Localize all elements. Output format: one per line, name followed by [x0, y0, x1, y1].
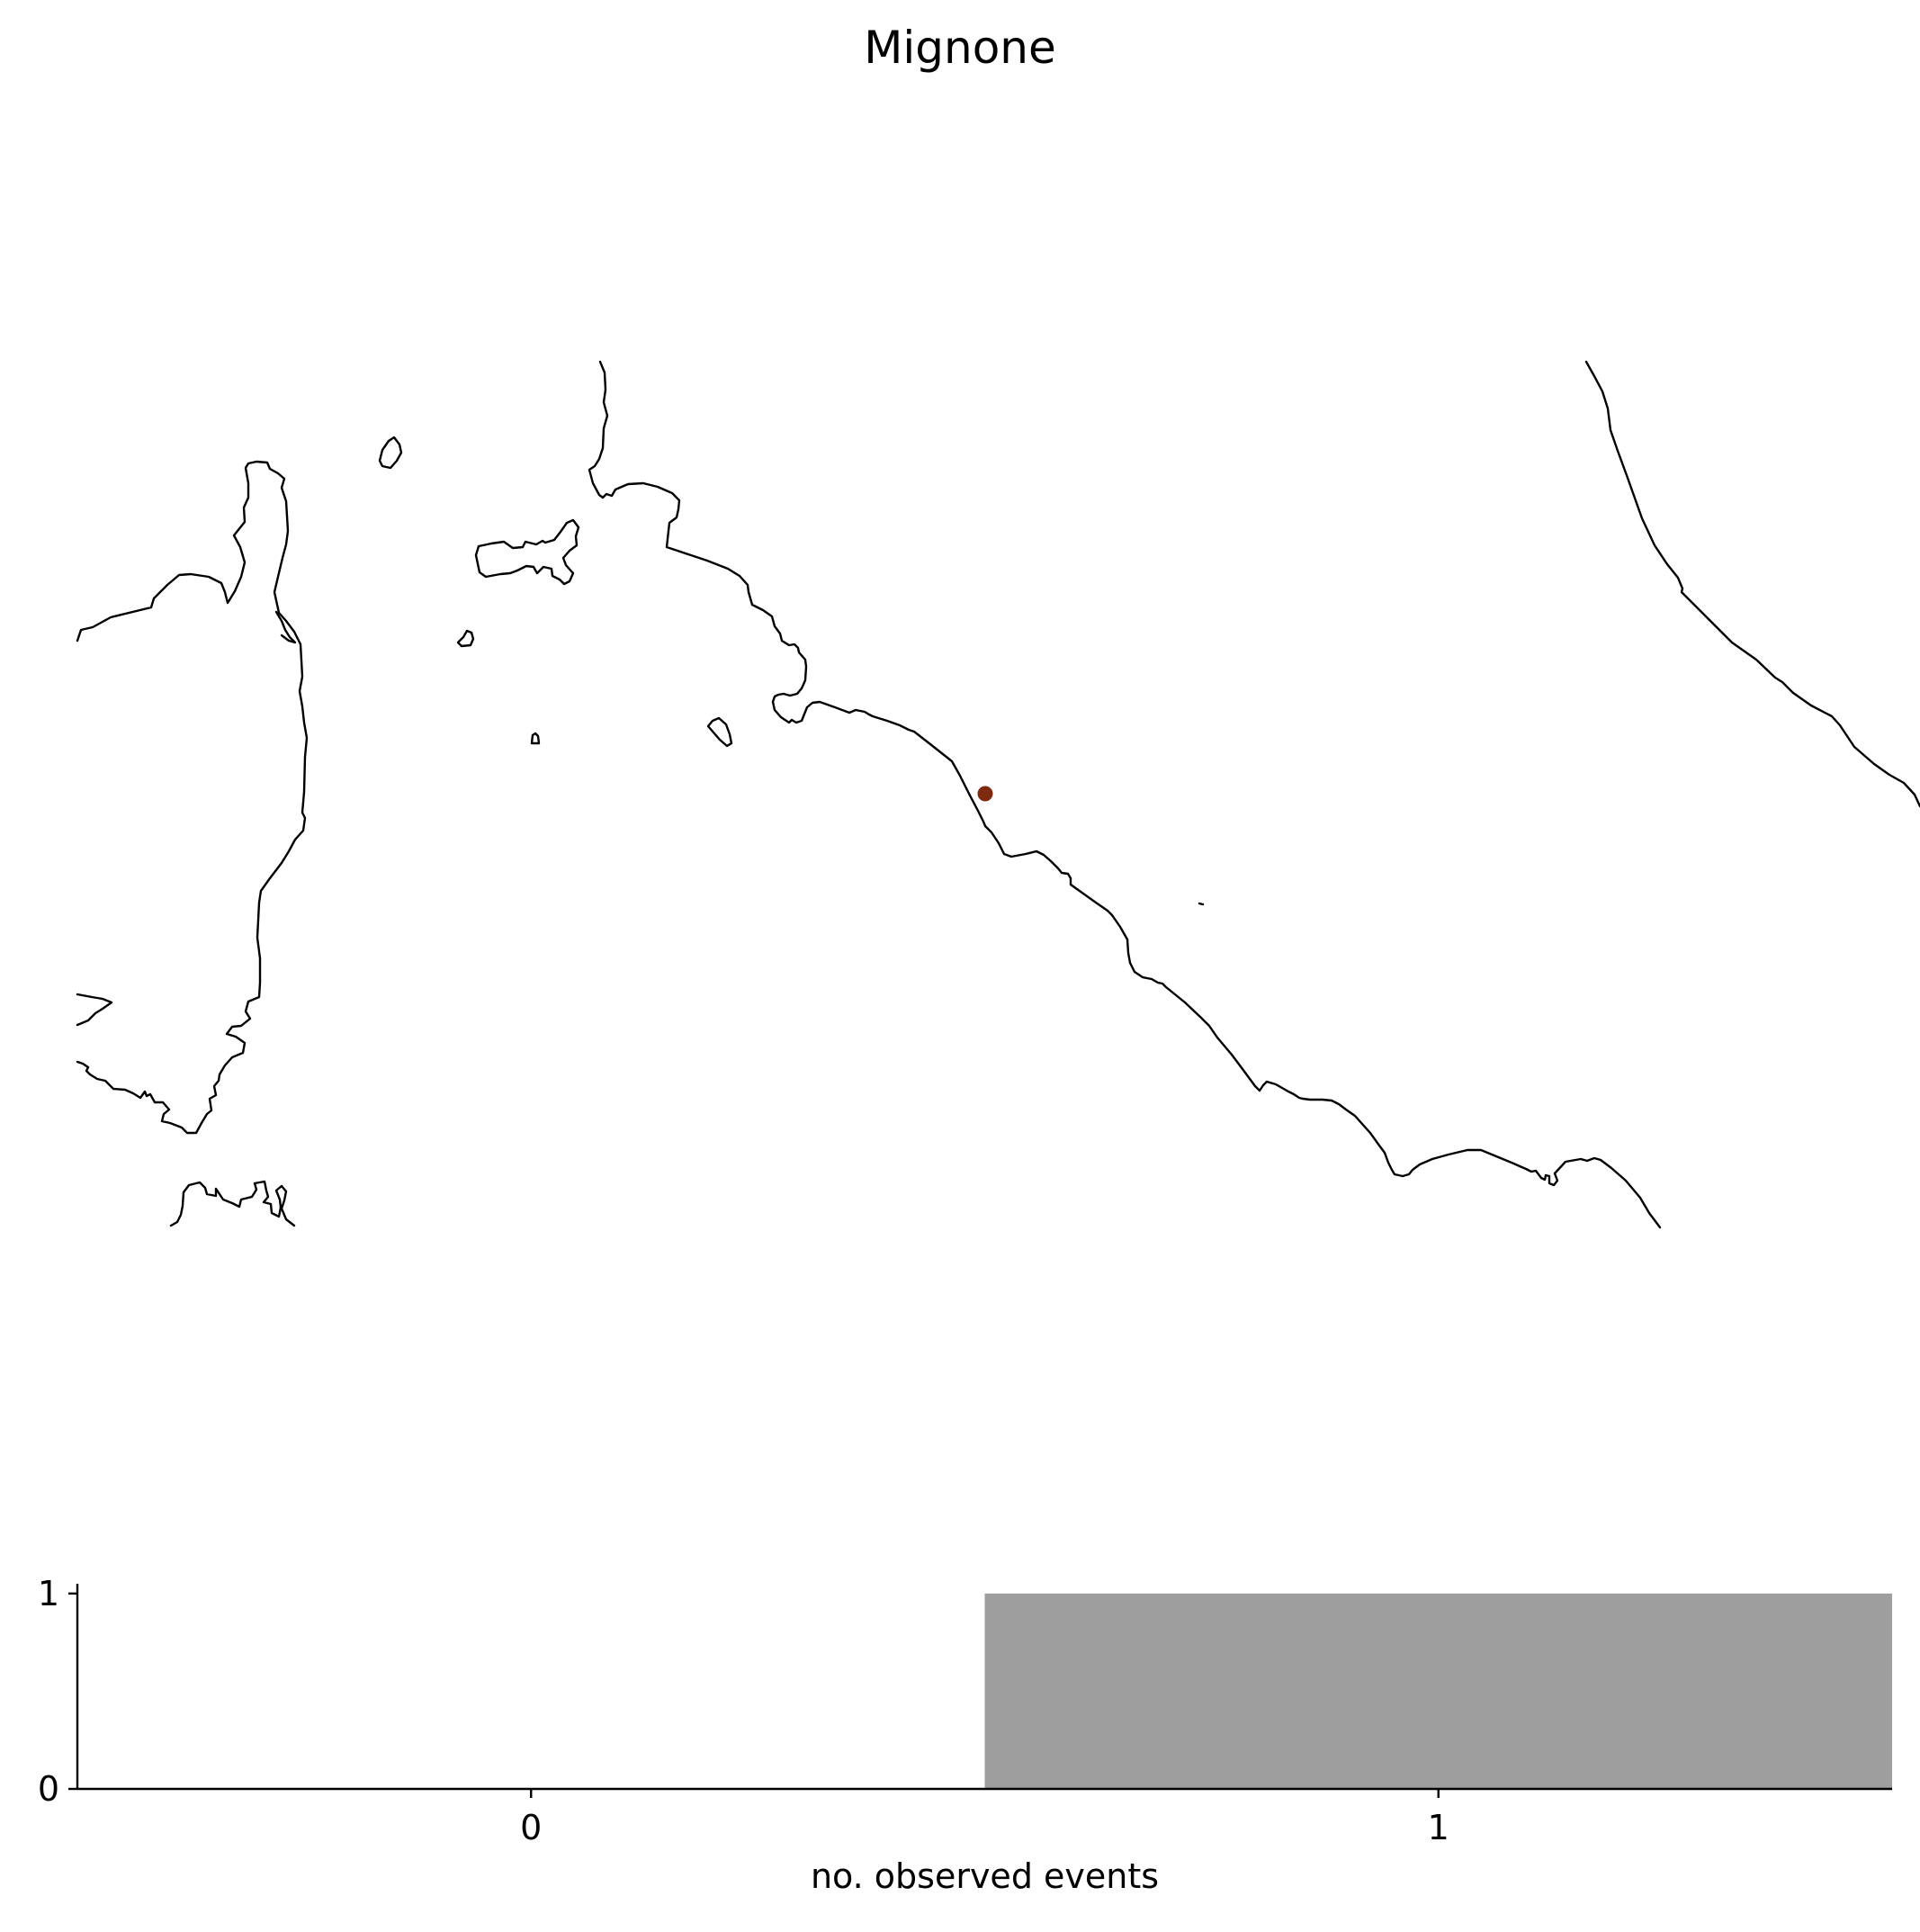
figure-title: Mignone	[864, 22, 1056, 74]
coastline-corsica	[76, 460, 309, 1135]
islet	[1198, 902, 1205, 906]
island-montecristo	[530, 732, 541, 745]
bar-1	[984, 1593, 1892, 1789]
coastline-adriatic	[1584, 360, 1920, 808]
map-panel	[76, 360, 1920, 1229]
x-axis-label: no. observed events	[811, 1856, 1159, 1896]
x-tick-label: 0	[520, 1808, 542, 1847]
x-tick-label: 1	[1428, 1808, 1449, 1847]
y-ticks: 01	[38, 1574, 77, 1809]
coastline-corsica-notch	[274, 610, 297, 644]
island-elba	[474, 518, 580, 586]
coastline-sardinia	[169, 1180, 296, 1227]
island-capraia	[378, 436, 403, 470]
y-tick-label: 1	[38, 1574, 59, 1613]
y-tick-label: 0	[38, 1769, 59, 1809]
station-marker-mignone	[977, 786, 993, 802]
coastline-italy	[588, 360, 1662, 1229]
bars	[984, 1593, 1892, 1789]
island-giglio	[706, 716, 733, 748]
island-pianosa	[456, 629, 475, 648]
coastline-corsica-west	[76, 993, 113, 1027]
